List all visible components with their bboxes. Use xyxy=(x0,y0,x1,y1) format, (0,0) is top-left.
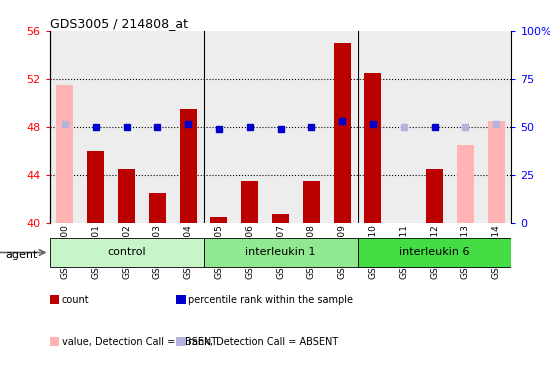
Text: rank, Detection Call = ABSENT: rank, Detection Call = ABSENT xyxy=(188,337,338,347)
Bar xyxy=(450,31,481,223)
Bar xyxy=(334,43,350,223)
Text: percentile rank within the sample: percentile rank within the sample xyxy=(188,295,353,305)
Text: interleukin 1: interleukin 1 xyxy=(245,247,316,258)
Bar xyxy=(111,31,142,223)
Text: control: control xyxy=(107,247,146,258)
Bar xyxy=(204,238,358,267)
Bar xyxy=(388,31,419,223)
Bar xyxy=(87,151,104,223)
Bar xyxy=(57,85,73,223)
Bar xyxy=(296,31,327,223)
Bar xyxy=(50,31,80,223)
Bar xyxy=(457,145,474,223)
Bar xyxy=(303,181,320,223)
Bar xyxy=(358,31,388,223)
Bar xyxy=(358,238,512,267)
Bar xyxy=(327,31,358,223)
Bar xyxy=(234,31,265,223)
Bar xyxy=(50,238,204,267)
Bar xyxy=(149,193,166,223)
Text: GDS3005 / 214808_at: GDS3005 / 214808_at xyxy=(50,17,188,30)
Text: agent: agent xyxy=(6,250,38,260)
Bar xyxy=(118,169,135,223)
Bar xyxy=(180,109,196,223)
Text: value, Detection Call = ABSENT: value, Detection Call = ABSENT xyxy=(62,337,217,347)
Text: interleukin 6: interleukin 6 xyxy=(399,247,470,258)
Bar xyxy=(80,31,111,223)
Bar xyxy=(241,181,258,223)
Bar xyxy=(481,31,512,223)
Text: count: count xyxy=(62,295,89,305)
Bar xyxy=(204,31,234,223)
Bar xyxy=(272,214,289,223)
Bar xyxy=(265,31,296,223)
Bar xyxy=(173,31,204,223)
Bar xyxy=(142,31,173,223)
Bar xyxy=(488,121,504,223)
Bar xyxy=(365,73,381,223)
Bar xyxy=(211,217,227,223)
Bar xyxy=(426,169,443,223)
Bar xyxy=(419,31,450,223)
